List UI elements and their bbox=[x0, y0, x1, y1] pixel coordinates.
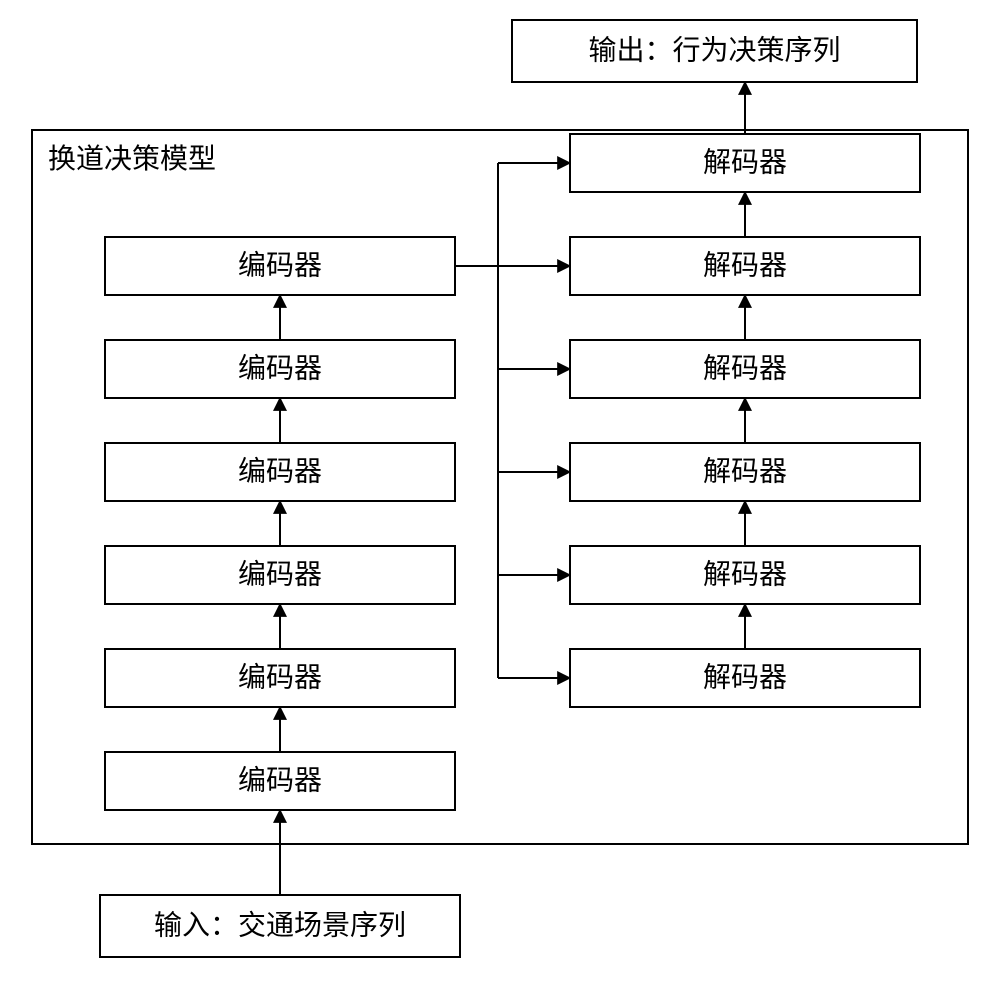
frame-title: 换道决策模型 bbox=[48, 143, 216, 175]
decoder-label: 解码器 bbox=[703, 559, 787, 591]
encoder-label: 编码器 bbox=[238, 353, 322, 385]
input-label: 输入：交通场景序列 bbox=[154, 910, 406, 942]
decoder-label: 解码器 bbox=[703, 662, 787, 694]
encoder-label: 编码器 bbox=[238, 765, 322, 797]
decoder-label: 解码器 bbox=[703, 147, 787, 179]
decoder-label: 解码器 bbox=[703, 456, 787, 488]
encoder-label: 编码器 bbox=[238, 559, 322, 591]
lane-change-model-diagram: 输出：行为决策序列换道决策模型编码器编码器编码器编码器编码器编码器解码器解码器解… bbox=[0, 0, 1000, 1000]
encoder-label: 编码器 bbox=[238, 250, 322, 282]
encoder-label: 编码器 bbox=[238, 456, 322, 488]
decoder-label: 解码器 bbox=[703, 250, 787, 282]
decoder-label: 解码器 bbox=[703, 353, 787, 385]
output-label: 输出：行为决策序列 bbox=[588, 35, 840, 67]
encoder-label: 编码器 bbox=[238, 662, 322, 694]
